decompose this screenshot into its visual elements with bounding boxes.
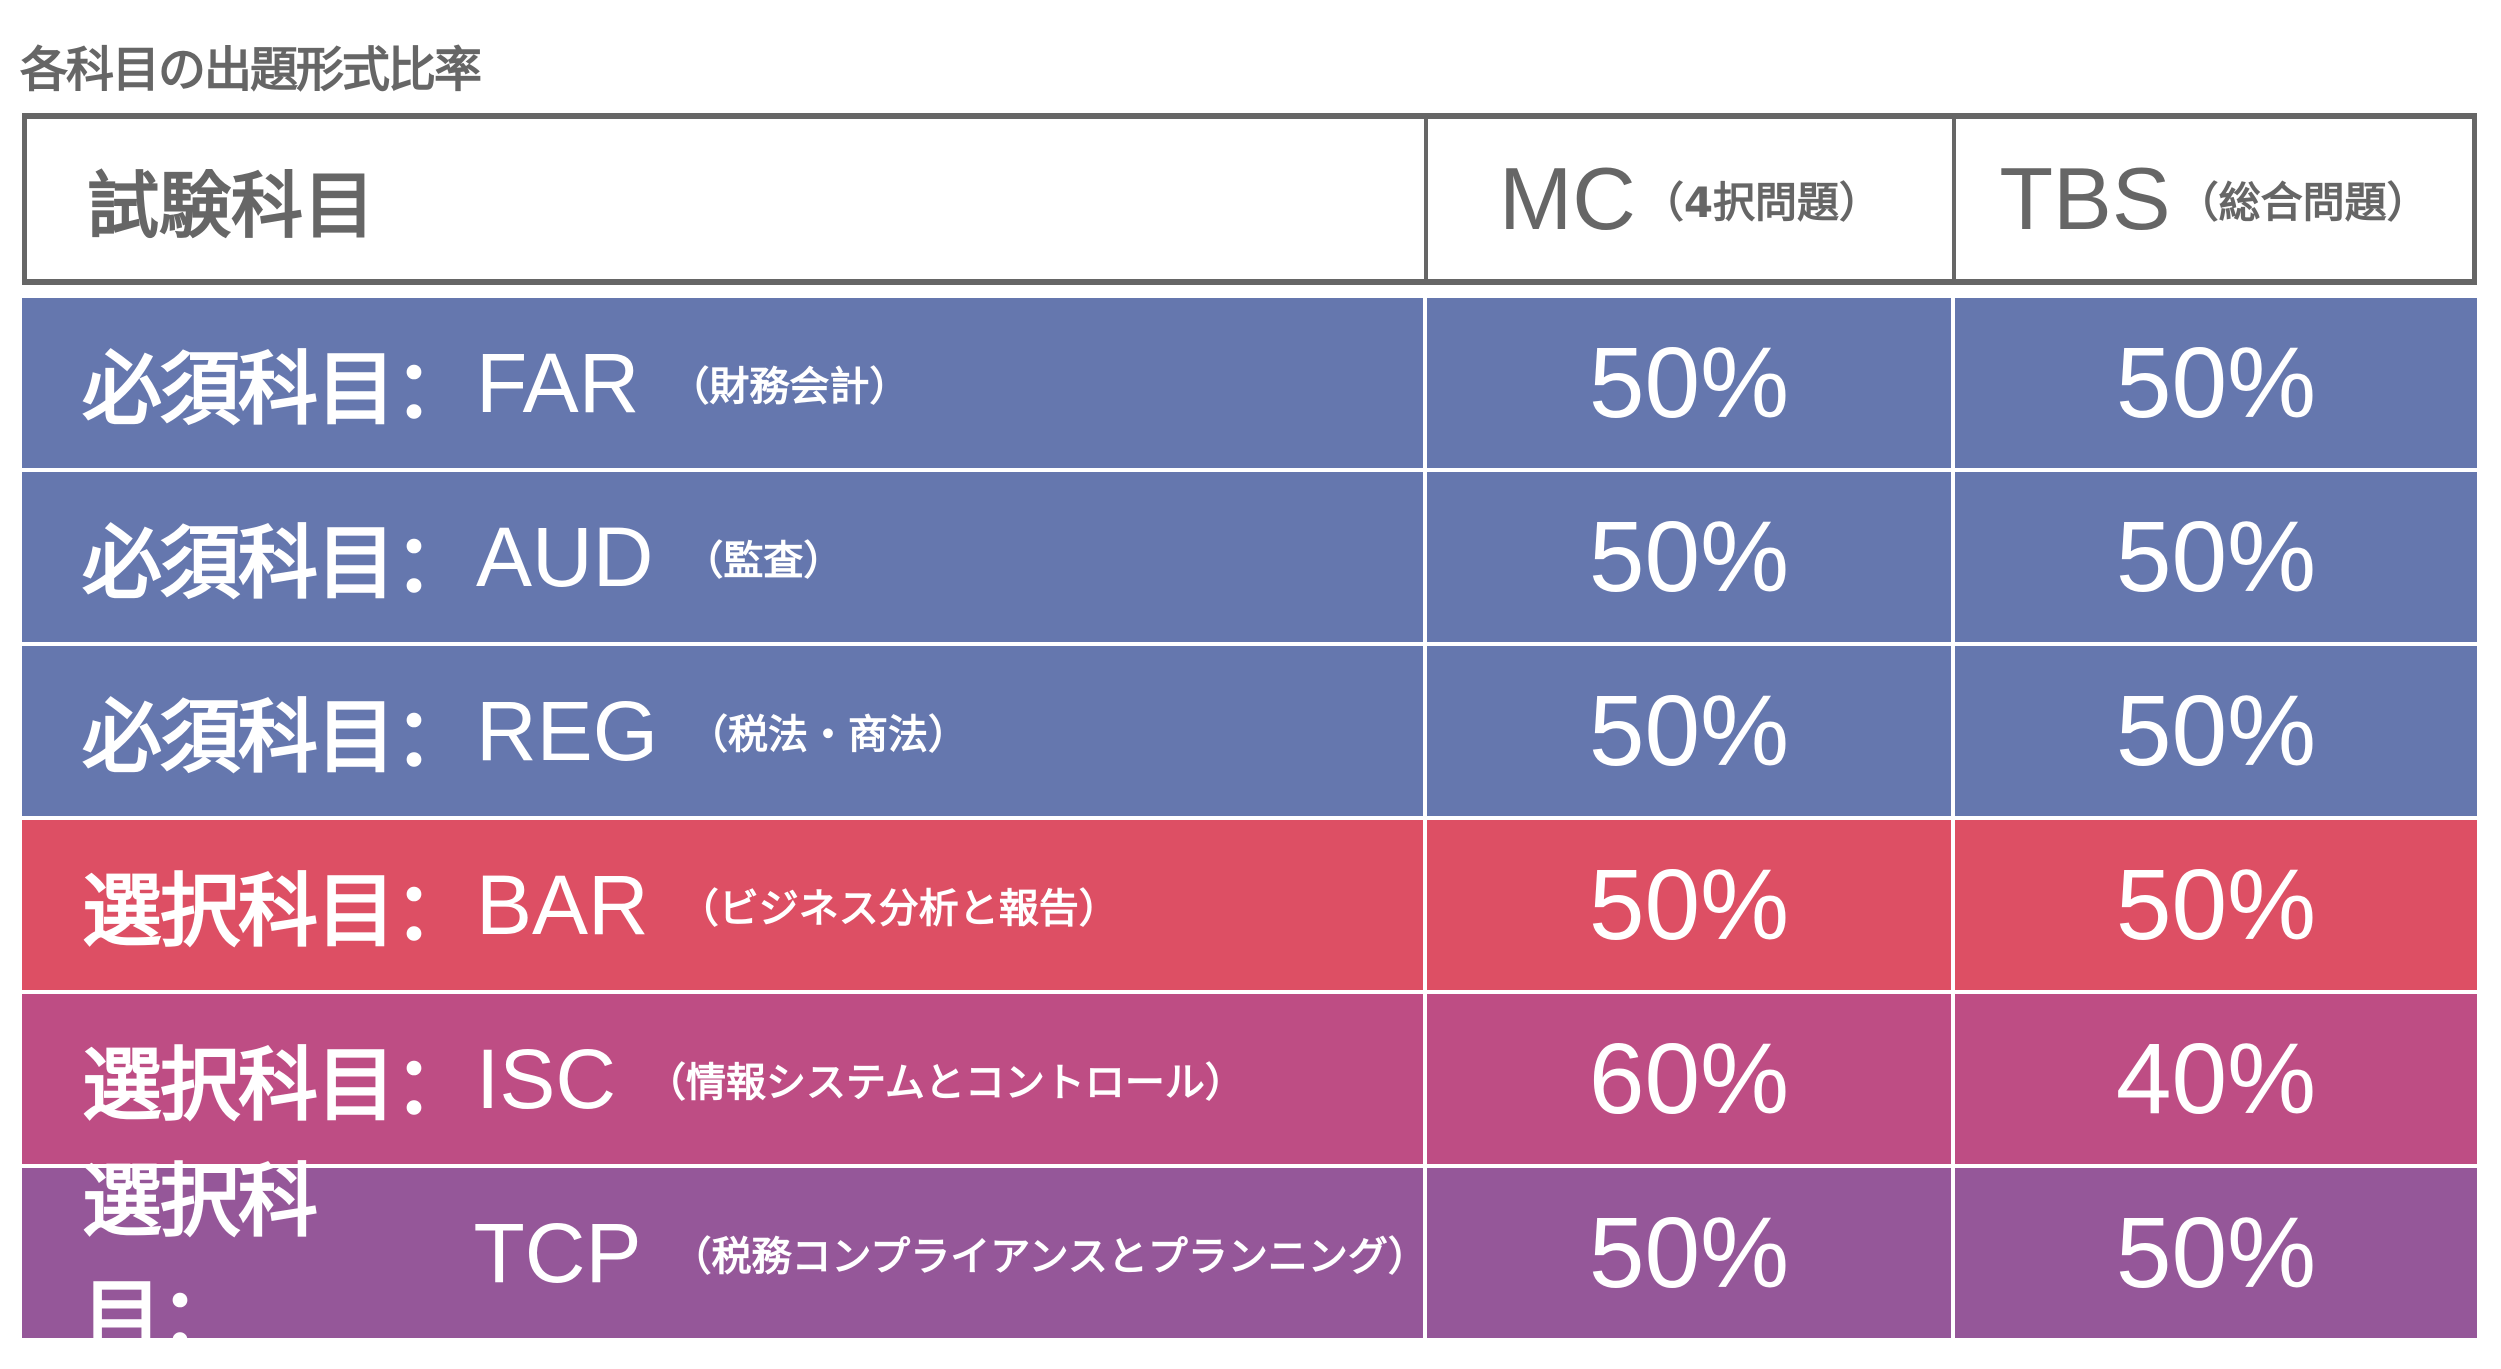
subject-cell: 必須科目： FAR （財務会計） — [22, 298, 1423, 468]
tbs-percent: 50% — [1955, 820, 2477, 990]
tbs-percent: 50% — [1955, 646, 2477, 816]
header-tbs-label: TBS — [1999, 149, 2171, 248]
subject-description: （税法・商法） — [688, 712, 969, 758]
subject-cell: 必須科目： REG （税法・商法） — [22, 646, 1423, 816]
table-row: 必須科目： FAR （財務会計） 50% 50% — [22, 298, 2477, 468]
subject-code: ISC — [476, 1031, 617, 1126]
table-header: 試験科目 MC （4択問題） TBS （総合問題） — [22, 113, 2477, 285]
table-row: 選択科目： TCP （税務コンプライアンスとプランニング） 50% 50% — [22, 1155, 2477, 1364]
header-subject: 試験科目 — [27, 119, 1428, 279]
mc-percent: 60% — [1427, 994, 1951, 1164]
subject-code: FAR — [476, 335, 640, 430]
subject-code: BAR — [476, 857, 649, 952]
subject-cell: 選択科目： TCP （税務コンプライアンスとプランニング） — [22, 1155, 1428, 1364]
mc-percent: 50% — [1427, 472, 1951, 642]
header-tbs-note: （総合問題） — [2176, 177, 2429, 227]
header-tbs: TBS （総合問題） — [1956, 119, 2472, 279]
header-mc-label: MC — [1498, 149, 1636, 248]
mc-percent: 50% — [1427, 820, 1951, 990]
mc-percent: 50% — [1427, 298, 1951, 468]
tbs-percent: 50% — [1955, 298, 2477, 468]
subject-description: （情報システムとコントロール） — [646, 1060, 1245, 1106]
table-row: 必須科目： REG （税法・商法） 50% 50% — [22, 646, 2477, 816]
tbs-percent: 50% — [1955, 472, 2477, 642]
subject-category: 選択科目： — [82, 1155, 318, 1364]
subject-category: 選択科目： — [82, 1039, 474, 1132]
page-title: 各科目の出題形式比率 — [20, 42, 482, 98]
table-row: 選択科目： BAR （ビジネス分析と報告） 50% 50% — [22, 820, 2477, 990]
subject-code: TCP — [473, 1205, 642, 1300]
header-mc: MC （4択問題） — [1428, 119, 1956, 279]
subject-code: REG — [476, 683, 659, 778]
subject-description: （財務会計） — [669, 364, 910, 410]
header-mc-note: （4択問題） — [1641, 177, 1882, 227]
subject-description: （ビジネス分析と報告） — [678, 886, 1119, 932]
subject-category: 必須科目： — [82, 517, 474, 610]
tbs-percent: 50% — [1955, 1168, 2477, 1338]
subject-description: （監査） — [683, 538, 844, 584]
table-row: 必須科目： AUD （監査） 50% 50% — [22, 472, 2477, 642]
subject-description: （税務コンプライアンスとプランニング） — [671, 1234, 1428, 1280]
subject-cell: 必須科目： AUD （監査） — [22, 472, 1423, 642]
subject-category: 選択科目： — [82, 865, 474, 958]
table-row: 選択科目： ISC （情報システムとコントロール） 60% 40% — [22, 994, 2477, 1164]
subject-cell: 選択科目： BAR （ビジネス分析と報告） — [22, 820, 1423, 990]
tbs-percent: 40% — [1955, 994, 2477, 1164]
subject-category: 必須科目： — [82, 691, 474, 784]
mc-percent: 50% — [1427, 646, 1951, 816]
subject-category: 必須科目： — [82, 343, 474, 436]
subject-cell: 選択科目： ISC （情報システムとコントロール） — [22, 994, 1423, 1164]
subject-code: AUD — [476, 509, 654, 604]
mc-percent: 50% — [1427, 1168, 1951, 1338]
